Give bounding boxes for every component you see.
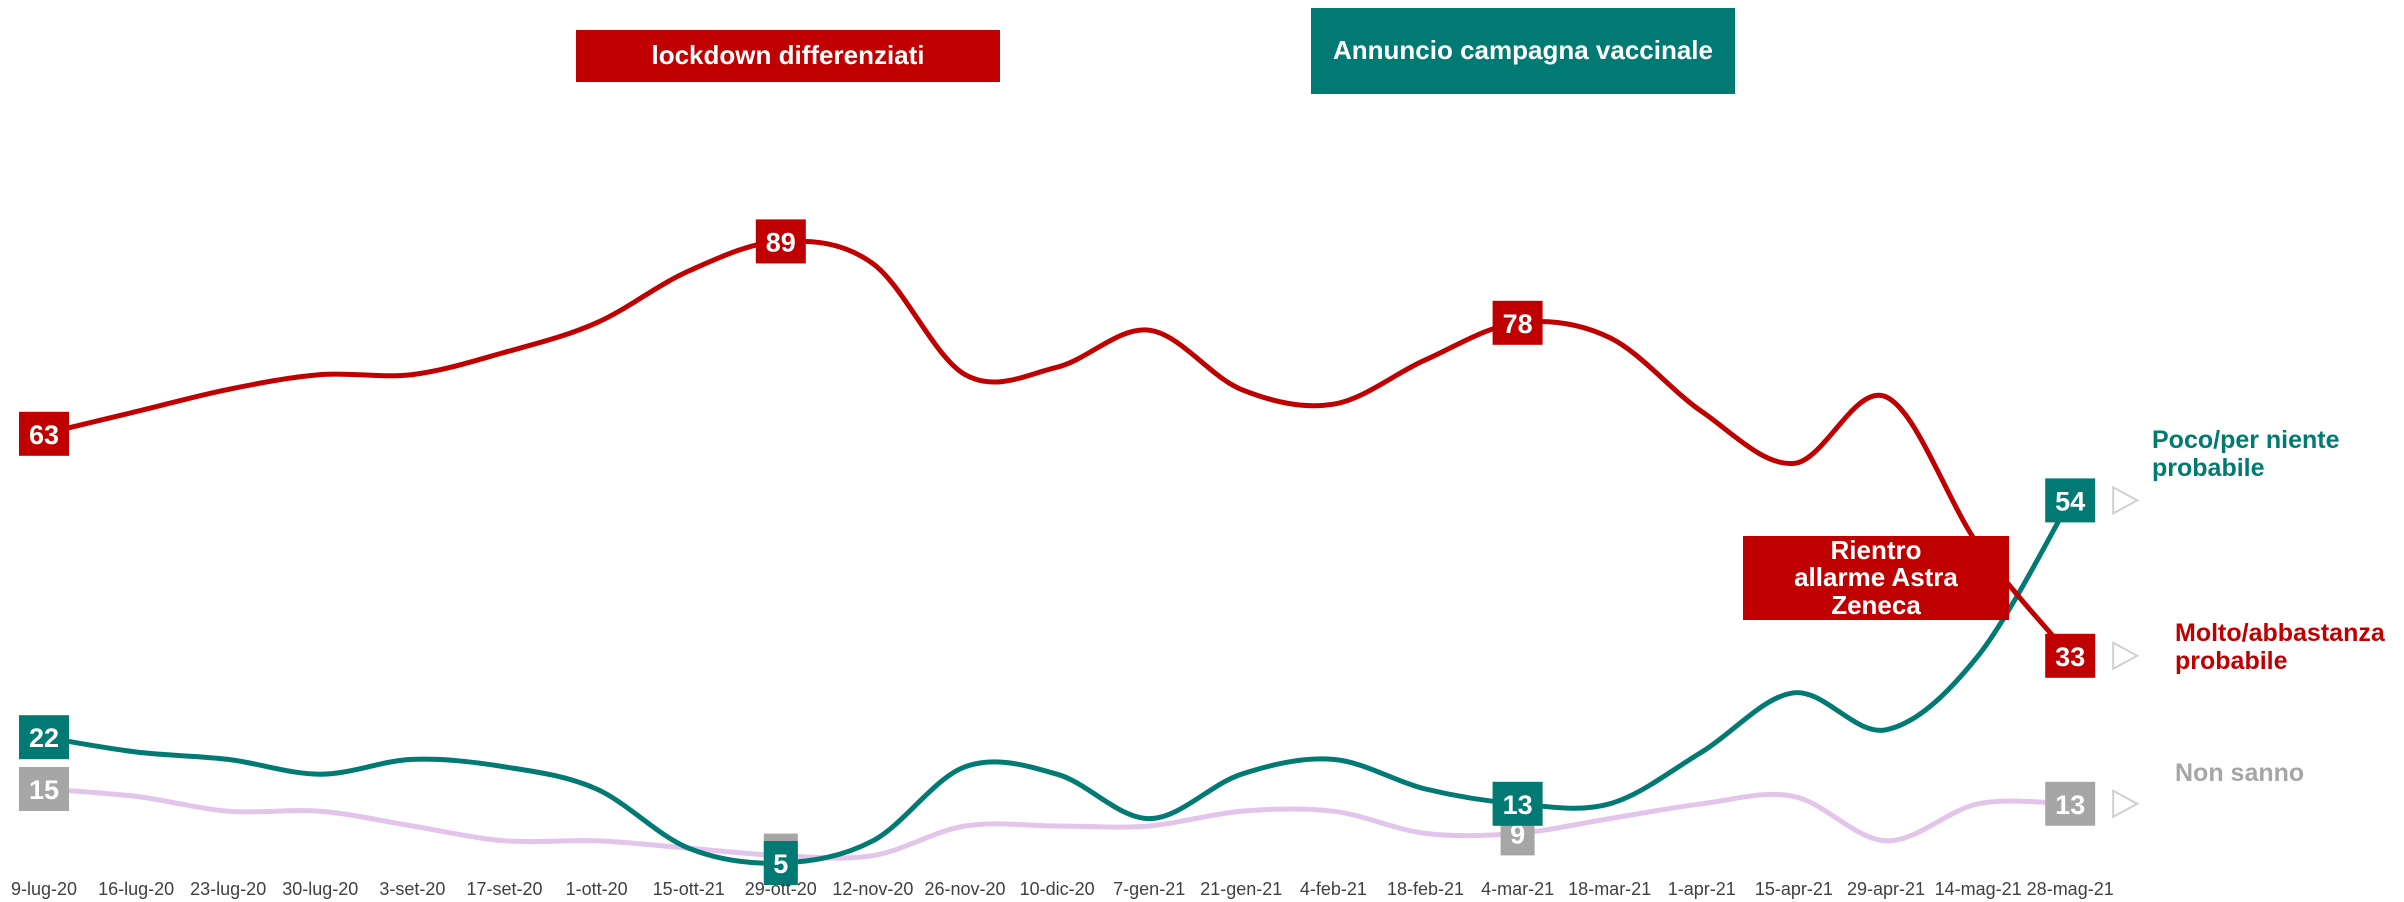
data-label-value: 13 — [1503, 790, 1533, 820]
annotation-astra-zeneca: Rientro allarme Astra Zeneca — [1743, 536, 2009, 620]
data-label: 89 — [755, 219, 806, 264]
x-tick-label: 9-lug-20 — [11, 879, 77, 899]
data-label-value: 54 — [2055, 486, 2085, 516]
data-label: 15 — [19, 767, 69, 811]
data-label: 22 — [19, 715, 69, 760]
x-tick-label: 3-set-20 — [379, 879, 445, 899]
data-label: 63 — [19, 411, 69, 456]
x-tick-label: 14-mag-21 — [1935, 879, 2022, 899]
data-label-value: 22 — [29, 723, 59, 753]
data-label-box — [2045, 478, 2096, 523]
data-label: 54 — [2045, 478, 2096, 523]
x-tick-label: 15-apr-21 — [1755, 879, 1833, 899]
x-tick-label: 30-lug-20 — [282, 879, 358, 899]
data-label: 13 — [2045, 781, 2096, 826]
data-label-value: 9 — [1510, 819, 1525, 849]
data-label-box — [2045, 633, 2096, 678]
legend-triangle-marker — [2112, 789, 2140, 819]
data-label-box — [1492, 781, 1543, 826]
x-tick-label: 10-dic-20 — [1020, 879, 1095, 899]
annotation-campagna-vaccinale: Annuncio campagna vaccinale — [1311, 8, 1735, 94]
series-line-molto-abbastanza-probabile — [41, 238, 2073, 659]
x-tick-label: 7-gen-21 — [1113, 879, 1185, 899]
data-label: 33 — [2045, 633, 2096, 678]
legend-triangle-marker — [2112, 641, 2140, 671]
data-label-value: 13 — [2055, 790, 2085, 820]
data-label-value: 5 — [773, 849, 788, 879]
data-label: 5 — [763, 841, 798, 885]
x-tick-label: 18-feb-21 — [1387, 879, 1464, 899]
legend-triangle-marker — [2112, 485, 2140, 516]
x-tick-label: 4-feb-21 — [1300, 879, 1367, 899]
x-tick-label: 21-gen-21 — [1200, 879, 1282, 899]
data-label: 78 — [1492, 300, 1543, 345]
x-tick-label: 1-apr-21 — [1668, 879, 1736, 899]
data-label-box — [2045, 781, 2096, 826]
data-label-box — [1492, 300, 1543, 345]
x-axis-ticks: 9-lug-20 16-lug-20 23-lug-20 30-lug-20 3-set… — [11, 879, 2114, 899]
legend-molto-abbastanza: Molto/abbastanza probabile — [2175, 619, 2385, 675]
data-label-box — [19, 411, 69, 456]
x-tick-label: 17-set-20 — [466, 879, 542, 899]
series-line-poco-per-niente-probabile — [41, 497, 2073, 866]
legend-non-sanno: Non sanno — [2175, 759, 2305, 787]
data-labels: 156913225135463897833 — [19, 219, 2096, 885]
x-tick-label: 23-lug-20 — [190, 879, 266, 899]
data-label-value: 15 — [29, 775, 59, 805]
x-tick-label: 12-nov-20 — [832, 879, 913, 899]
series-line-non-sanno — [41, 786, 2073, 861]
data-label-box — [755, 219, 806, 264]
series-lines — [41, 238, 2073, 866]
data-label-value: 63 — [29, 420, 59, 450]
annotation-lockdown: lockdown differenziati — [576, 30, 1000, 82]
x-tick-label: 4-mar-21 — [1481, 879, 1554, 899]
x-tick-label: 26-nov-20 — [924, 879, 1005, 899]
x-tick-label: 16-lug-20 — [98, 879, 174, 899]
data-label-value: 89 — [766, 227, 796, 257]
data-label-box — [763, 841, 798, 885]
data-label-box — [19, 715, 69, 760]
data-label-value: 33 — [2055, 642, 2085, 672]
data-label-value: 78 — [1503, 309, 1533, 339]
x-tick-label: 29-apr-21 — [1847, 879, 1925, 899]
legend-markers — [2112, 485, 2140, 819]
data-label-box — [19, 767, 69, 811]
data-label: 13 — [1492, 781, 1543, 826]
x-tick-label: 18-mar-21 — [1568, 879, 1651, 899]
x-tick-label: 29-ott-20 — [745, 879, 817, 899]
x-tick-label: 1-ott-20 — [566, 879, 628, 899]
x-tick-label: 28-mag-21 — [2027, 879, 2114, 899]
x-tick-label: 15-ott-21 — [653, 879, 725, 899]
legend-poco-per-niente: Poco/per niente probabile — [2152, 426, 2340, 482]
